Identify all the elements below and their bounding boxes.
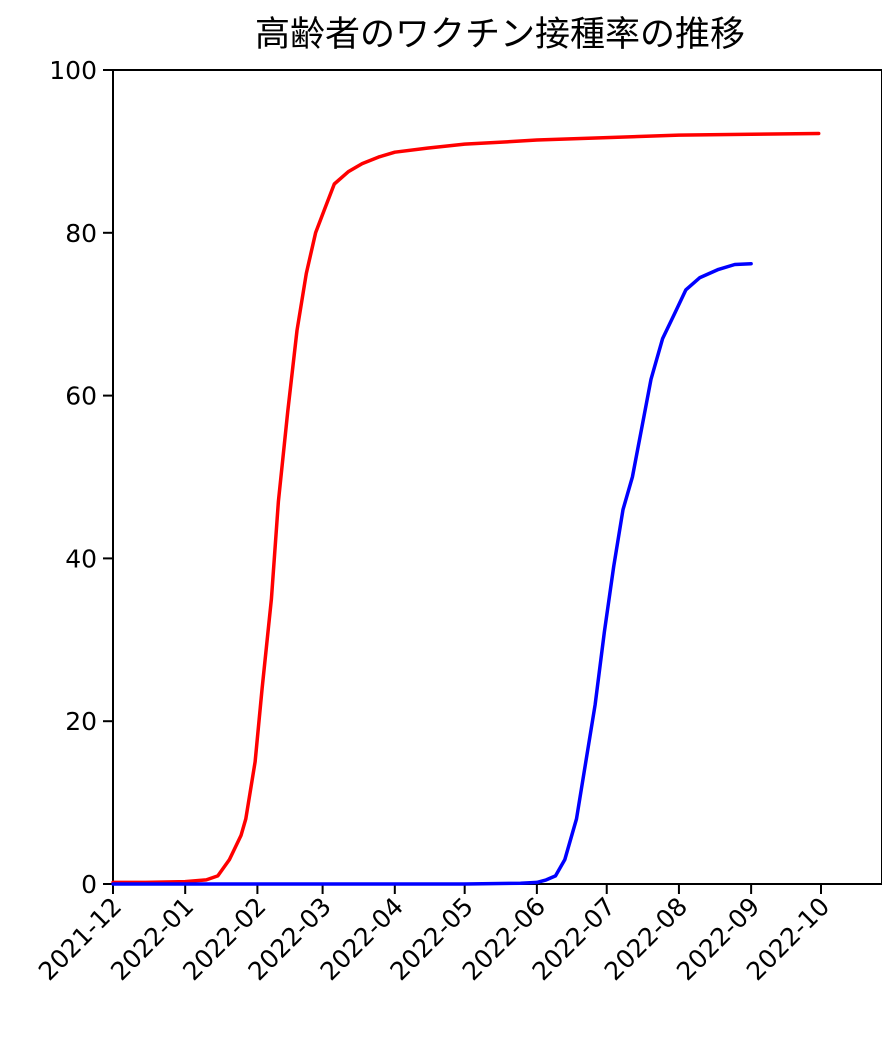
y-tick-label: 20 bbox=[65, 707, 97, 736]
y-tick-label: 60 bbox=[65, 382, 97, 411]
y-tick-label: 0 bbox=[81, 870, 97, 899]
chart-title: 高齢者のワクチン接種率の推移 bbox=[255, 15, 745, 55]
series-layer bbox=[111, 131, 821, 886]
series-line-1 bbox=[111, 131, 821, 885]
series-line-2 bbox=[111, 261, 753, 886]
y-tick-label: 40 bbox=[65, 544, 97, 573]
y-tick-label: 80 bbox=[65, 219, 97, 248]
y-tick-label: 100 bbox=[49, 56, 97, 85]
y-axis: 0 20 40 60 80 100 bbox=[49, 56, 113, 899]
